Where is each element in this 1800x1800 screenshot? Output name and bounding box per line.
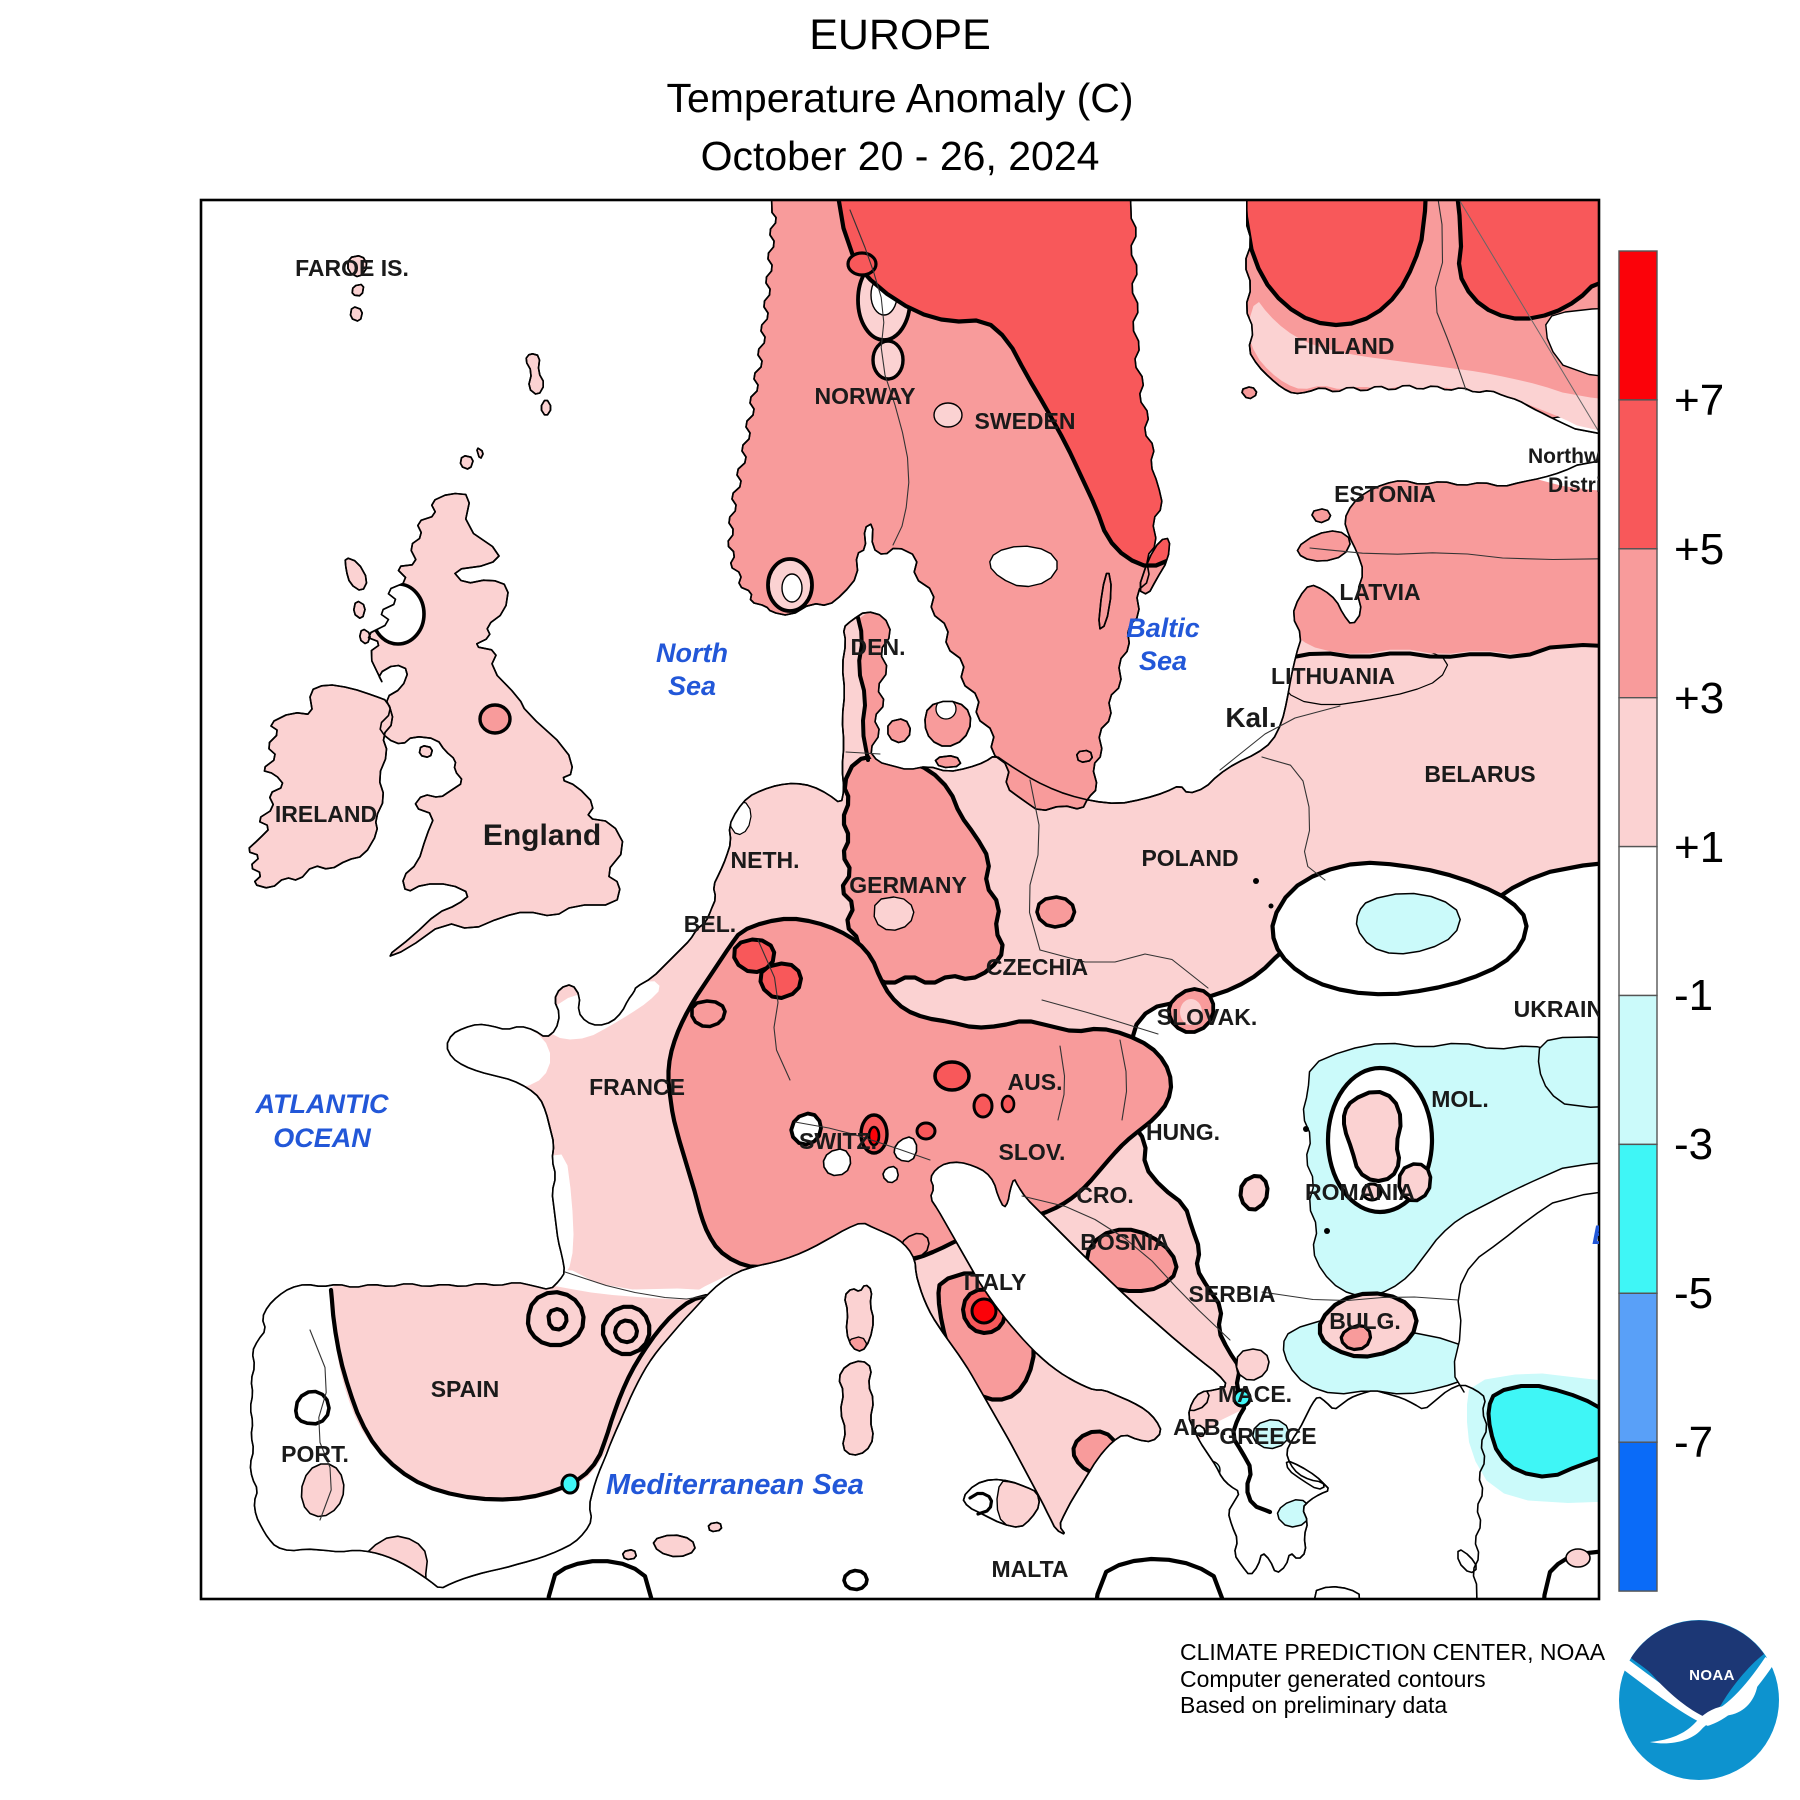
svg-text:ITALY: ITALY (964, 1269, 1027, 1295)
svg-text:BOSNIA: BOSNIA (1080, 1229, 1169, 1255)
svg-text:GREECE: GREECE (1219, 1423, 1316, 1449)
svg-text:SLOVAK.: SLOVAK. (1157, 1004, 1258, 1030)
svg-text:Distri: Distri (1548, 474, 1602, 497)
svg-text:Mediterranean Sea: Mediterranean Sea (606, 1469, 864, 1501)
svg-text:+3: +3 (1674, 674, 1724, 723)
svg-text:BEL.: BEL. (684, 911, 736, 937)
svg-text:GERMANY: GERMANY (849, 872, 967, 898)
svg-text:NORWAY: NORWAY (815, 383, 916, 409)
svg-text:SLOV.: SLOV. (999, 1139, 1066, 1165)
svg-text:IRELAND: IRELAND (275, 801, 377, 827)
svg-text:POLAND: POLAND (1141, 845, 1238, 871)
svg-text:SWEDEN: SWEDEN (975, 408, 1076, 434)
svg-text:NOAA: NOAA (1689, 1667, 1735, 1684)
svg-text:ESTONIA: ESTONIA (1334, 481, 1436, 507)
svg-text:B: B (1592, 1220, 1612, 1250)
svg-text:SERBIA: SERBIA (1189, 1281, 1276, 1307)
svg-text:-7: -7 (1674, 1418, 1713, 1467)
svg-text:Sea: Sea (668, 671, 716, 701)
svg-text:Based on preliminary data: Based on preliminary data (1180, 1692, 1447, 1718)
svg-text:BELARUS: BELARUS (1424, 761, 1535, 787)
svg-text:FINLAND: FINLAND (1294, 333, 1395, 359)
svg-text:ROMANIA: ROMANIA (1305, 1179, 1415, 1205)
svg-text:Computer generated contours: Computer generated contours (1180, 1666, 1486, 1692)
svg-text:EUROPE: EUROPE (809, 11, 991, 59)
svg-text:MALTA: MALTA (991, 1556, 1068, 1582)
svg-text:FRANCE: FRANCE (589, 1074, 685, 1100)
svg-text:-5: -5 (1674, 1269, 1713, 1318)
svg-text:Northw: Northw (1528, 445, 1601, 468)
svg-text:MACE.: MACE. (1218, 1381, 1292, 1407)
svg-text:ALB.: ALB. (1173, 1414, 1227, 1440)
svg-text:+7: +7 (1674, 376, 1724, 425)
svg-text:CLIMATE PREDICTION CENTER, NOA: CLIMATE PREDICTION CENTER, NOAA (1180, 1639, 1606, 1665)
svg-text:NETH.: NETH. (731, 847, 800, 873)
svg-text:Sea: Sea (1139, 646, 1187, 676)
svg-text:OCEAN: OCEAN (273, 1123, 371, 1153)
svg-text:MOL.: MOL. (1431, 1086, 1489, 1112)
svg-text:CZECHIA: CZECHIA (986, 954, 1088, 980)
svg-text:England: England (483, 819, 601, 852)
svg-text:UKRAINE: UKRAINE (1514, 996, 1619, 1022)
svg-text:-1: -1 (1674, 971, 1713, 1020)
svg-text:DEN.: DEN. (851, 634, 906, 660)
svg-text:LITHUANIA: LITHUANIA (1271, 663, 1395, 689)
svg-text:BULG.: BULG. (1329, 1308, 1401, 1334)
svg-text:LATVIA: LATVIA (1339, 579, 1420, 605)
svg-text:PORT.: PORT. (281, 1441, 349, 1467)
svg-text:Kal.: Kal. (1225, 702, 1276, 733)
svg-text:HUNG.: HUNG. (1146, 1119, 1220, 1145)
svg-text:North: North (656, 638, 728, 668)
svg-text:FAROE IS.: FAROE IS. (295, 255, 409, 281)
svg-text:October 20 - 26, 2024: October 20 - 26, 2024 (701, 133, 1100, 179)
svg-text:SPAIN: SPAIN (431, 1376, 500, 1402)
svg-text:ATLANTIC: ATLANTIC (255, 1089, 389, 1119)
svg-text:CRO.: CRO. (1076, 1182, 1134, 1208)
svg-text:+5: +5 (1674, 525, 1724, 574)
svg-text:+1: +1 (1674, 823, 1724, 872)
svg-text:SWITZ.: SWITZ. (799, 1128, 877, 1154)
svg-text:AUS.: AUS. (1008, 1069, 1063, 1095)
svg-text:Temperature Anomaly (C): Temperature Anomaly (C) (666, 75, 1133, 121)
svg-text:Baltic: Baltic (1126, 613, 1200, 643)
svg-text:-3: -3 (1674, 1120, 1713, 1169)
